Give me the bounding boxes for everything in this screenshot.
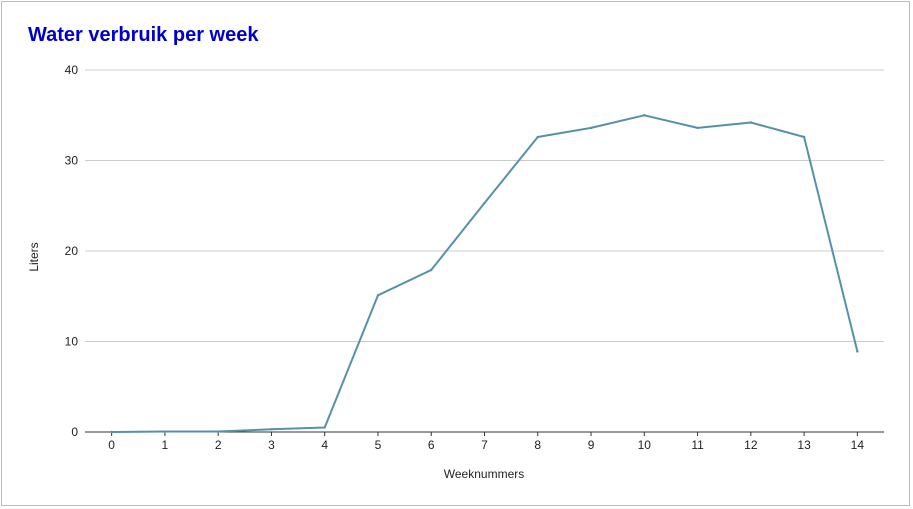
x-tick-label: 3 (268, 438, 275, 452)
data-point (589, 126, 593, 130)
y-tick-label: 0 (71, 425, 78, 439)
data-point (323, 426, 326, 429)
data-point (483, 201, 486, 205)
y-tick-label: 20 (65, 244, 79, 258)
x-tick-label: 14 (851, 438, 865, 452)
x-tick-label: 2 (215, 438, 222, 452)
y-tick-label: 40 (65, 63, 79, 77)
y-tick-label: 30 (65, 154, 79, 168)
x-axis-title: Weeknummers (444, 467, 524, 481)
data-point (749, 121, 753, 124)
x-tick-label: 8 (534, 438, 541, 452)
y-tick-label: 10 (65, 335, 79, 349)
x-tick-label: 9 (588, 438, 595, 452)
data-point (216, 430, 220, 433)
series-line (110, 114, 859, 433)
series-layer (110, 114, 859, 434)
x-tick-label: 12 (744, 438, 758, 452)
x-tick-label: 13 (797, 438, 811, 452)
chart-title: Water verbruik per week (28, 24, 259, 46)
data-point (270, 428, 273, 431)
gridlines (85, 69, 884, 342)
x-tick-label: 7 (481, 438, 488, 452)
x-tick-label: 10 (638, 438, 652, 452)
data-point (163, 430, 167, 433)
x-tick-label: 1 (162, 438, 169, 452)
x-tick-label: 6 (428, 438, 435, 452)
data-point (110, 430, 113, 434)
data-point (856, 350, 859, 353)
y-axis-title: Liters (27, 242, 41, 271)
data-point (802, 135, 806, 139)
x-tick-label: 4 (321, 438, 328, 452)
axes (85, 431, 884, 436)
data-point (376, 294, 380, 297)
x-tick-label: 0 (108, 438, 115, 452)
data-point (430, 268, 433, 272)
x-tick-label: 5 (375, 438, 382, 452)
data-point (696, 126, 699, 130)
data-point (643, 114, 646, 117)
data-point (536, 135, 539, 139)
x-tick-label: 11 (691, 438, 704, 452)
